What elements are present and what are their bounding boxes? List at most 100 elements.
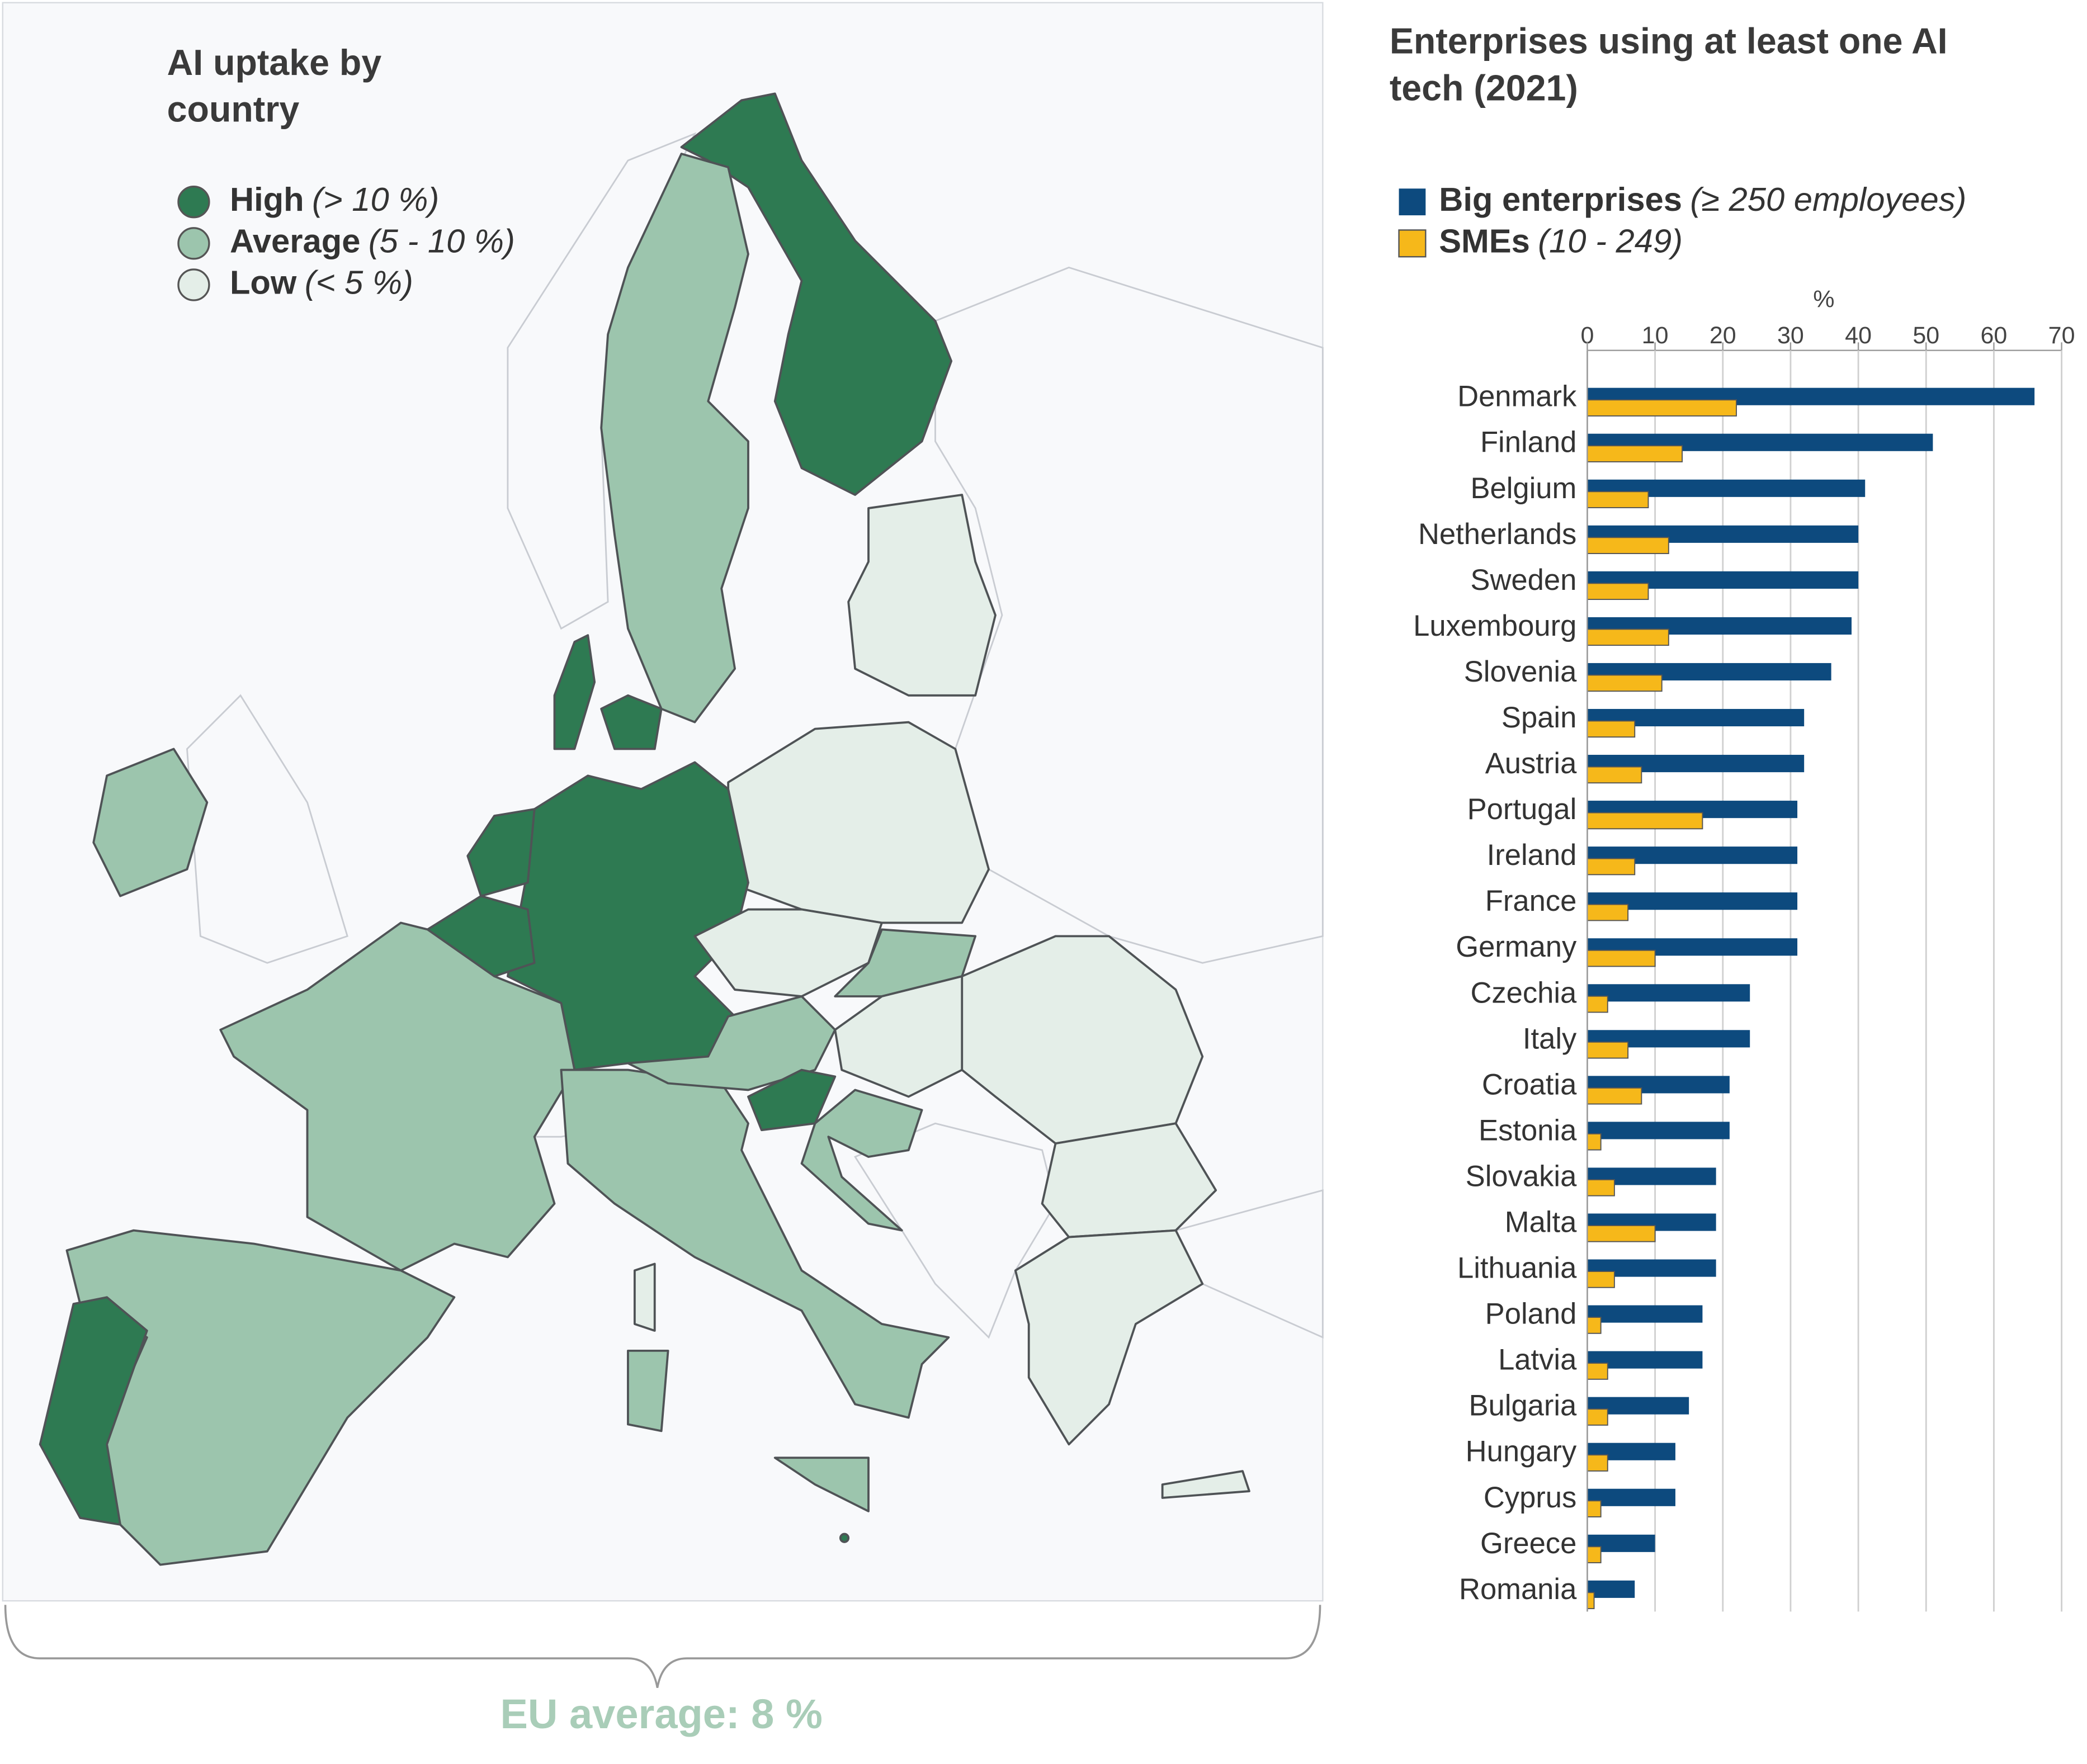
country [600, 694, 663, 750]
bar [1587, 674, 1663, 692]
bar [1587, 1408, 1608, 1426]
axis-label: % [1813, 286, 1834, 313]
bar [1587, 858, 1636, 876]
country [693, 908, 883, 997]
country [1161, 1470, 1250, 1499]
legend-name: Big enterprises [1439, 181, 1682, 218]
legend-name: Average [230, 222, 360, 259]
legend-name: SMEs [1439, 222, 1530, 259]
bar [1587, 766, 1642, 784]
category-label: Ireland [1487, 839, 1577, 872]
bar [1587, 628, 1669, 646]
country [839, 1533, 850, 1543]
bar [1587, 1317, 1602, 1334]
category-label: Denmark [1457, 380, 1577, 413]
legend-entry: Big enterprises (≥ 250 employees) [1439, 181, 1966, 218]
bar [1587, 1363, 1608, 1380]
category-label: Latvia [1498, 1344, 1577, 1377]
chart-title: Enterprises using at least one AI tech (… [1389, 21, 1948, 108]
x-tick-label: 0 [1580, 322, 1594, 349]
legend-entry: SMEs (10 - 249) [1439, 222, 1683, 259]
category-label: Finland [1480, 426, 1576, 459]
bar [1587, 984, 1750, 1002]
bar [1587, 1271, 1615, 1288]
country [727, 721, 990, 924]
country [747, 1068, 837, 1132]
legend-swatch [1399, 188, 1426, 216]
country [800, 1089, 923, 1232]
country [92, 748, 209, 897]
category-label: Bulgaria [1469, 1389, 1577, 1422]
bar-chart: Big enterprises (≥ 250 employees)SMEs (10 … [1398, 181, 2075, 1612]
category-label: Hungary [1466, 1435, 1577, 1468]
bar [1587, 537, 1669, 554]
category-label: Slovenia [1464, 655, 1577, 688]
map-title: AI uptake by country [167, 42, 382, 130]
legend-range: (> 10 %) [312, 181, 439, 218]
country [961, 935, 1204, 1145]
category-label: France [1485, 885, 1577, 918]
bar [1587, 995, 1608, 1013]
country [773, 1456, 870, 1512]
land [186, 694, 348, 964]
country [39, 1296, 148, 1526]
country [560, 1068, 950, 1419]
country [1014, 1229, 1204, 1446]
map-title-box: AI uptake by country [167, 42, 382, 130]
category-label: Poland [1485, 1298, 1577, 1331]
bar [1587, 1122, 1730, 1139]
country [600, 153, 749, 723]
country [847, 494, 997, 697]
legend-name: Low [230, 263, 297, 301]
category-label: Austria [1485, 747, 1577, 780]
bar [1587, 1580, 1635, 1598]
bar [1587, 904, 1629, 921]
legend-note: (≥ 250 employees) [1690, 181, 1966, 218]
bar [1587, 399, 1737, 417]
category-label: Netherlands [1418, 518, 1576, 551]
land [934, 266, 1324, 964]
category-label: Cyprus [1484, 1481, 1576, 1514]
category-label: Estonia [1479, 1114, 1577, 1147]
category-label: Italy [1523, 1022, 1577, 1055]
map-legend: High (> 10 %) Average (5 - 10 %) Low (< 5 %) [177, 181, 515, 301]
bar [1587, 1087, 1642, 1105]
bar [1587, 720, 1636, 738]
eu-average: EU average: 8 % [500, 1691, 823, 1737]
legend-swatch [1398, 229, 1427, 258]
category-label: Croatia [1482, 1068, 1577, 1101]
legend-name: High [230, 181, 304, 218]
category-label: Lithuania [1457, 1252, 1577, 1285]
category-label: Greece [1480, 1527, 1576, 1560]
country [507, 761, 749, 1071]
bar [1587, 1546, 1602, 1563]
legend-swatch [177, 268, 210, 301]
legend-range: (5 - 10 %) [369, 222, 515, 259]
category-label: Slovakia [1466, 1160, 1577, 1193]
bar [1587, 491, 1649, 508]
country [627, 1349, 669, 1432]
bar [1587, 583, 1649, 600]
bar [1587, 1488, 1675, 1506]
bar [1587, 1500, 1602, 1517]
country [219, 921, 576, 1272]
brace [4, 1605, 1321, 1688]
category-label: Spain [1501, 701, 1576, 734]
category-label: Romania [1459, 1573, 1577, 1606]
bar [1587, 1454, 1608, 1472]
category-label: Portugal [1467, 793, 1577, 826]
bar [1587, 949, 1656, 967]
legend-entry: High (> 10 %) [230, 181, 439, 218]
bar [1587, 1225, 1656, 1242]
category-label: Malta [1505, 1205, 1577, 1238]
legend-swatch [177, 186, 210, 219]
legend-swatch [177, 227, 210, 260]
chart-title-box: Enterprises using at least one AI tech (… [1389, 21, 1948, 108]
legend-note: (10 - 249) [1538, 222, 1683, 259]
legend-range: (< 5 %) [305, 263, 413, 301]
category-label: Germany [1456, 930, 1577, 963]
category-label: Belgium [1470, 472, 1576, 505]
country [466, 808, 536, 897]
